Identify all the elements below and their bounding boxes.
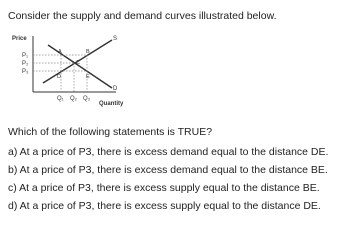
point-label: D <box>57 74 61 80</box>
demand-label: D <box>113 86 118 92</box>
prompt-text: Which of the following statements is TRU… <box>8 126 213 138</box>
price-label: P₂ <box>22 61 29 67</box>
option: b) At a price of P3, there is excess dem… <box>8 164 328 176</box>
option: d) At a price of P3, there is excess sup… <box>8 200 321 212</box>
point-label: E <box>86 74 90 80</box>
quantity-label: Q₁ <box>57 96 64 102</box>
point-label: B <box>86 49 90 55</box>
option: a) At a price of P3, there is excess dem… <box>8 146 329 158</box>
guide-lines <box>33 54 88 92</box>
demand-curve <box>47 44 113 89</box>
quantity-label: Q₃ <box>83 96 91 102</box>
page: {"question": {"intro": "Consider the sup… <box>8 10 329 212</box>
supply-curve <box>42 39 113 84</box>
intro-text: Consider the supply and demand curves il… <box>8 10 277 22</box>
option: c) At a price of P3, there is excess sup… <box>8 182 320 194</box>
price-label: P₁ <box>22 53 28 59</box>
x-axis-label: Quantity <box>99 101 124 107</box>
supply-demand-diagram: Price Quantity P₁ P₂ P₃ Q₁ Q₂ Q₃ S D A B… <box>12 36 124 107</box>
y-axis-label: Price <box>12 36 27 42</box>
quantity-label: Q₂ <box>70 96 78 102</box>
point-label: C <box>76 60 80 66</box>
point-label: A <box>58 49 62 55</box>
price-label: P₃ <box>22 69 29 75</box>
supply-label: S <box>113 36 117 42</box>
